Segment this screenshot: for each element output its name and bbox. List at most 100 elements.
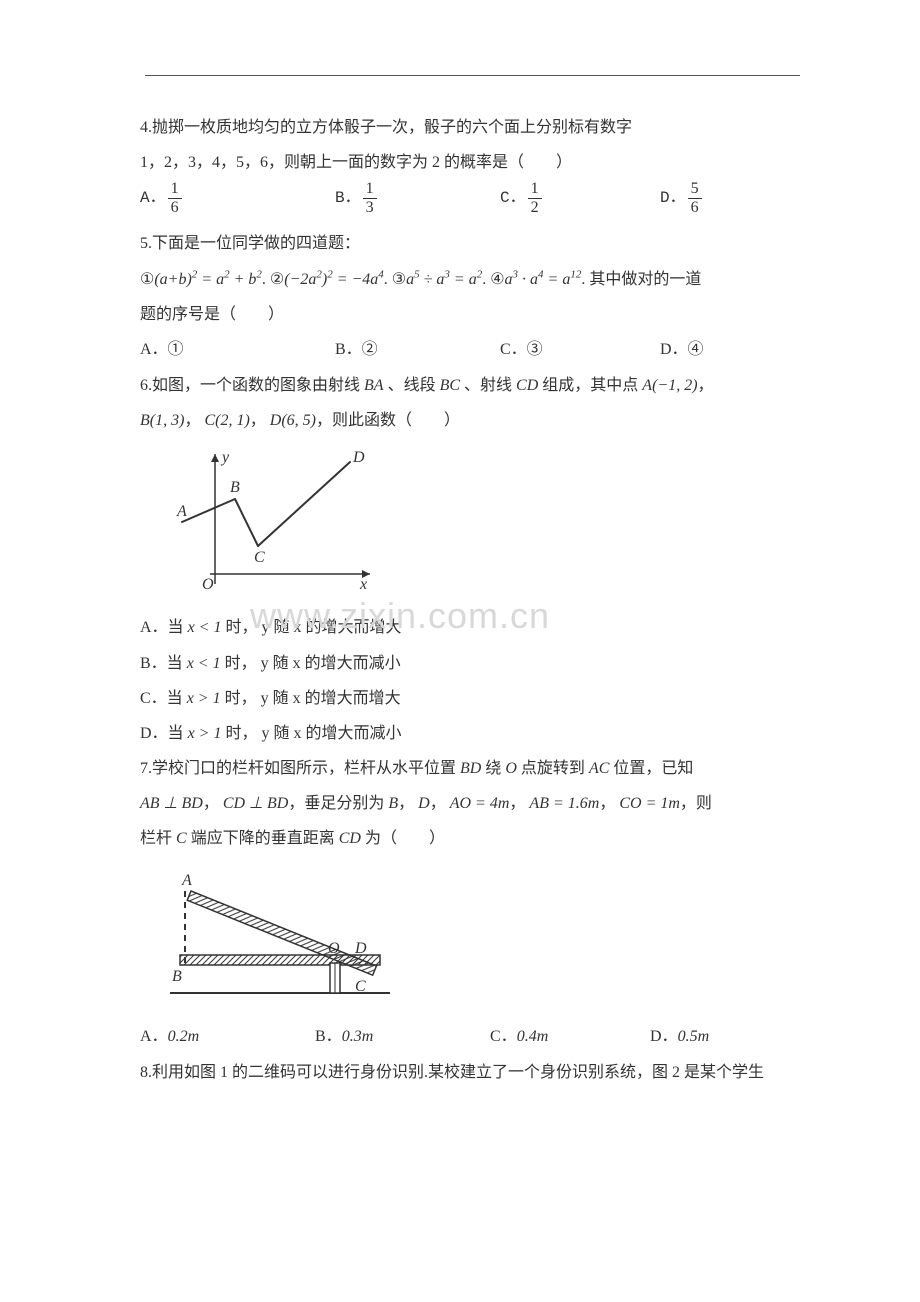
t: A．	[140, 1028, 168, 1045]
frac-num: 1	[363, 180, 377, 199]
rel: y 随 x 的增大而增大	[261, 690, 401, 707]
svg-text:D: D	[352, 449, 365, 466]
exam-page: www.zixin.com.cn 4.抛掷一枚质地均匀的立方体骰子一次，骰子的六…	[0, 0, 920, 1130]
expr3: a5 ÷ a3 = a2	[406, 271, 482, 288]
fraction: 5 6	[688, 180, 702, 216]
t: 为（ ）	[365, 830, 445, 847]
svg-text:B: B	[230, 479, 240, 496]
q4-options: A． 1 6 B． 1 3 C． 1 2 D． 5 6	[140, 180, 800, 226]
t: D．当	[140, 725, 184, 742]
q7-opt-a: A．0.2m	[140, 1019, 199, 1054]
opt-label: D．	[660, 181, 686, 216]
frac-den: 6	[688, 199, 702, 217]
svg-text:A: A	[181, 872, 192, 889]
opt-label: A．	[140, 181, 166, 216]
t: ，则此函数（ ）	[316, 412, 460, 429]
t: ，	[509, 795, 525, 812]
t: ，	[599, 795, 615, 812]
rel: y 随 x 的增大而增大	[261, 619, 401, 636]
q4-opt-d: D． 5 6	[660, 180, 704, 216]
q7-stem-1: 7.学校门口的栏杆如图所示，栏杆从水平位置 BD 绕 O 点旋转到 AC 位置，…	[140, 751, 800, 786]
q5-opt-d: D．④	[660, 332, 704, 367]
t: 组成，其中点	[542, 377, 638, 394]
t: 位置，已知	[613, 760, 693, 777]
t: ，垂足分别为	[288, 795, 384, 812]
q7-figure: A B O D C	[160, 863, 800, 1013]
t: 栏杆	[140, 830, 172, 847]
q6-opt-c: C．当 x > 1 时， y 随 x 的增大而增大	[140, 681, 800, 716]
v: 0.2m	[168, 1028, 200, 1045]
pt: A(−1, 2)	[642, 377, 697, 394]
t: 、射线	[464, 377, 512, 394]
cond: x < 1	[187, 655, 221, 672]
expr-tail: . 其中做对的一道	[581, 271, 701, 288]
q7-options: A．0.2m B．0.3m C．0.4m D．0.5m	[140, 1019, 800, 1055]
q5-opt-c: C．③	[500, 332, 543, 367]
q4-stem-1: 4.抛掷一枚质地均匀的立方体骰子一次，骰子的六个面上分别标有数字	[140, 110, 800, 145]
t: ，	[430, 795, 446, 812]
svg-text:A: A	[176, 503, 187, 520]
seg: BC	[440, 377, 460, 394]
seg: AC	[589, 760, 609, 777]
header-rule	[145, 75, 800, 76]
q5-opt-b: B．②	[335, 332, 378, 367]
opt-label: C．	[500, 181, 526, 216]
t: 6.如图，一个函数的图象由射线	[140, 377, 360, 394]
expr2: (−2a2)2 = −4a4	[284, 271, 384, 288]
seg: O	[505, 760, 517, 777]
fraction: 1 6	[168, 180, 182, 216]
m: CD ⊥ BD	[223, 795, 289, 812]
seg: BD	[460, 760, 481, 777]
svg-text:O: O	[202, 576, 214, 593]
cond: x > 1	[187, 690, 221, 707]
v: 0.5m	[678, 1028, 710, 1045]
sep2: . ③	[384, 271, 406, 288]
t: ，	[184, 412, 200, 429]
fraction: 1 2	[528, 180, 542, 216]
q5-stem-3: 题的序号是（ ）	[140, 297, 800, 332]
m: CD	[339, 830, 361, 847]
q6-opt-b: B．当 x < 1 时， y 随 x 的增大而减小	[140, 646, 800, 681]
q7-stem-2: AB ⊥ BD， CD ⊥ BD，垂足分别为 B， D， AO = 4m， AB…	[140, 786, 800, 821]
frac-num: 1	[528, 180, 542, 199]
q7-opt-c: C．0.4m	[490, 1019, 548, 1054]
rel: y 随 x 的增大而减小	[261, 725, 401, 742]
expr4: a3 · a4 = a12	[505, 271, 582, 288]
q5-stem-1: 5.下面是一位同学做的四道题：	[140, 226, 800, 261]
q4-opt-a: A． 1 6	[140, 180, 184, 216]
q6-stem-1: 6.如图，一个函数的图象由射线 BA 、线段 BC 、射线 CD 组成，其中点 …	[140, 368, 800, 403]
q4-opt-b: B． 1 3	[335, 180, 379, 216]
q6-graph: A B C D O x y	[160, 444, 800, 604]
cond: x > 1	[188, 725, 222, 742]
t: C．	[490, 1028, 517, 1045]
pt: D(6, 5)	[270, 412, 316, 429]
t: 时，	[225, 725, 257, 742]
frac-den: 3	[363, 199, 377, 217]
t: 绕	[485, 760, 501, 777]
t: 端应下降的垂直距离	[191, 830, 335, 847]
seg: CD	[516, 377, 538, 394]
m: AB = 1.6m	[529, 795, 599, 812]
t: 时，	[225, 655, 257, 672]
q4-opt-c: C． 1 2	[500, 180, 544, 216]
circ-1: ①	[140, 271, 154, 288]
q6-opt-d: D．当 x > 1 时， y 随 x 的增大而减小	[140, 716, 800, 751]
v: 0.3m	[342, 1028, 374, 1045]
q6-opt-a: A．当 x < 1 时， y 随 x 的增大而增大	[140, 610, 800, 645]
t: 时，	[225, 690, 257, 707]
t: ，	[250, 412, 266, 429]
t: A．当	[140, 619, 184, 636]
fraction: 1 3	[363, 180, 377, 216]
v: 0.4m	[517, 1028, 549, 1045]
q7-opt-b: B．0.3m	[315, 1019, 373, 1054]
frac-den: 2	[528, 199, 542, 217]
m: CO = 1m	[619, 795, 680, 812]
t: 点旋转到	[521, 760, 585, 777]
q7-stem-3: 栏杆 C 端应下降的垂直距离 CD 为（ ）	[140, 821, 800, 856]
t: 时，	[225, 619, 257, 636]
pt: B(1, 3)	[140, 412, 184, 429]
t: 7.学校门口的栏杆如图所示，栏杆从水平位置	[140, 760, 456, 777]
q6-stem-2: B(1, 3)， C(2, 1)， D(6, 5)，则此函数（ ）	[140, 403, 800, 438]
seg: BA	[364, 377, 384, 394]
q7-opt-d: D．0.5m	[650, 1019, 709, 1054]
